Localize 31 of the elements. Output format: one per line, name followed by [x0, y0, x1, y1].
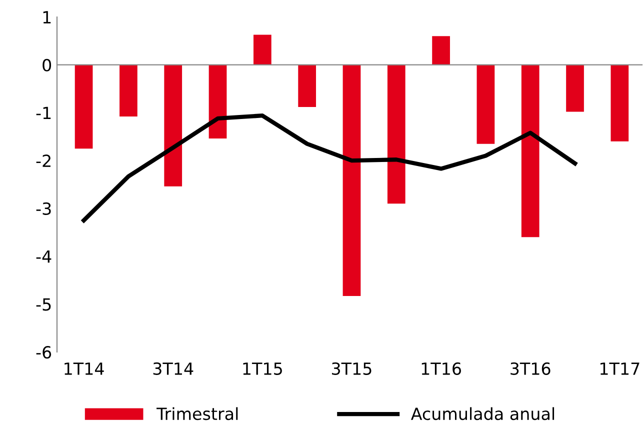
- bar: [476, 64, 495, 144]
- bar: [342, 64, 361, 296]
- x-tick-label: 3T16: [510, 362, 550, 375]
- bar: [120, 64, 138, 117]
- x-tick-label: 1T14: [64, 362, 104, 375]
- bar: [521, 64, 540, 238]
- y-tick-label: -2: [36, 154, 50, 167]
- x-tick-label: 1T15: [243, 362, 282, 375]
- bar: [208, 64, 227, 139]
- bar: [387, 64, 406, 204]
- x-tick-label: 1T17: [600, 362, 640, 375]
- y-tick-label: -3: [36, 202, 51, 215]
- x-tick-label: 3T15: [332, 362, 372, 375]
- x-tick-label: 3T14: [153, 362, 194, 375]
- y-tick-label: 1: [43, 11, 51, 24]
- y-tick-label: -6: [36, 346, 52, 359]
- legend-label: Acumulada anual: [410, 407, 554, 420]
- y-tick-label: -1: [36, 106, 51, 120]
- bar: [610, 64, 629, 142]
- y-tick-label: -4: [36, 250, 52, 263]
- y-tick-label: -5: [36, 298, 51, 311]
- bar: [566, 64, 584, 112]
- bar: [164, 64, 182, 186]
- line-series: [82, 114, 578, 222]
- bar: [74, 64, 93, 149]
- x-tick-label: 1T16: [422, 362, 461, 375]
- bar: [253, 34, 272, 65]
- bar: [298, 64, 316, 107]
- y-tick-label: 0: [42, 58, 52, 72]
- bar: [432, 36, 450, 65]
- legend-label: Trimestral: [156, 407, 238, 420]
